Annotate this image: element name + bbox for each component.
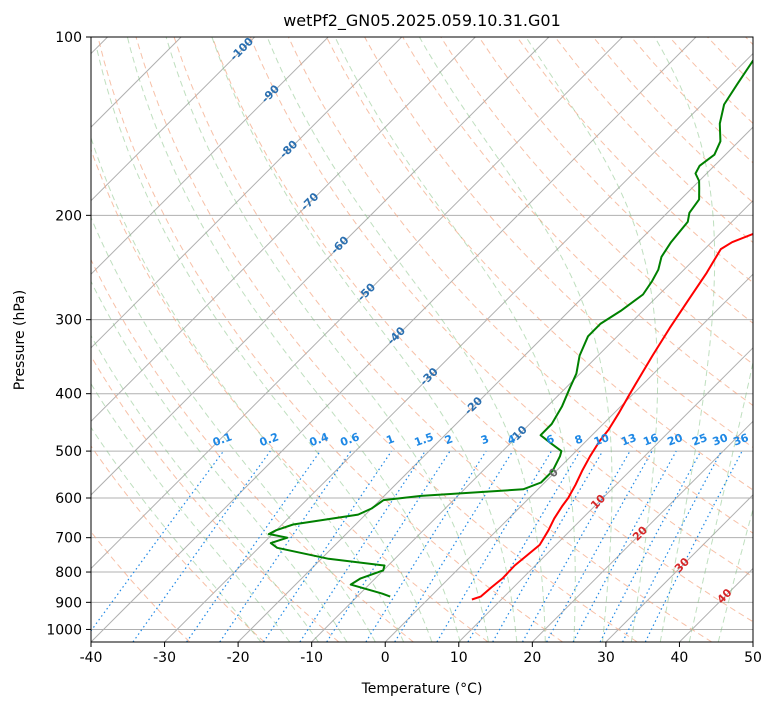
moist-adiabat-line <box>91 334 319 642</box>
mixing-ratio-label: 36 <box>731 431 750 449</box>
moist-adiabat-line <box>165 37 489 642</box>
moist-adiabat-line <box>688 360 753 642</box>
mixing-ratio-label: 6 <box>544 432 556 447</box>
moist-adiabat-line <box>717 507 753 642</box>
y-tick-label: 200 <box>55 208 82 224</box>
isotherm-line <box>91 37 697 642</box>
x-tick-label: -10 <box>300 650 323 666</box>
mixing-ratio-label: 1 <box>385 432 397 447</box>
mixing-ratio-line <box>299 450 426 642</box>
moist-adiabat-line <box>96 49 433 642</box>
moist-adiabat-line <box>211 37 518 642</box>
mixing-ratio-line <box>599 450 702 642</box>
moist-adiabat-line <box>126 37 461 642</box>
chart-title: wetPf2_GN05.2025.059.10.31.G01 <box>283 11 561 31</box>
y-tick-label: 700 <box>55 531 82 547</box>
isotherm-line <box>91 37 329 275</box>
moist-adiabat-line <box>91 216 376 642</box>
mixing-ratio-line <box>467 450 581 642</box>
y-tick-label: 1000 <box>46 622 82 638</box>
isotherm-line <box>605 494 753 642</box>
moist-adiabat-line <box>91 382 291 642</box>
mixing-ratio-label: 20 <box>666 431 685 449</box>
isotherm-line <box>91 37 256 202</box>
moist-adiabat-line <box>418 37 613 642</box>
isotherm-line <box>458 347 753 642</box>
mixing-ratio-line <box>186 450 321 642</box>
dry-adiabat-line <box>97 37 563 642</box>
x-tick-label: 40 <box>671 650 689 666</box>
dry-adiabat-line <box>326 37 753 491</box>
mixing-ratio-line <box>219 450 352 642</box>
x-tick-label: 0 <box>381 650 390 666</box>
moist-adiabat-line <box>334 37 576 642</box>
x-tick-label: -20 <box>227 650 250 666</box>
mixing-ratio-label: 0.2 <box>258 430 281 449</box>
mixing-ratio-label: 25 <box>690 431 709 448</box>
mixing-ratio-label: 16 <box>641 431 660 449</box>
axes: -40 -30 -20 -10 0 10 20 30 40 5010020030040050060… <box>46 30 762 666</box>
x-tick-label: -40 <box>80 650 103 666</box>
dry-adiabat-line <box>91 445 265 642</box>
mixing-ratio-label: 0.4 <box>308 430 331 449</box>
isotherm-line <box>91 37 550 496</box>
moist-adiabat-line <box>91 426 262 642</box>
plot-frame <box>90 36 754 643</box>
y-tick-label: 600 <box>55 491 82 507</box>
mixing-ratio-label: 4 <box>506 432 518 447</box>
isotherm-line <box>237 126 753 642</box>
moist-adiabat-line <box>525 37 659 642</box>
mixing-ratio-label: 0.1 <box>211 430 234 449</box>
isotherm-line <box>91 37 403 349</box>
moist-adiabat-line <box>266 37 546 642</box>
mixing-ratio-line <box>262 450 392 642</box>
mixing-ratio-line <box>132 450 271 642</box>
x-tick-label: 20 <box>523 650 541 666</box>
x-axis-label: Temperature (°C) <box>361 681 483 697</box>
isotherm-line <box>164 52 753 642</box>
isotherm-line <box>531 420 753 642</box>
mixing-ratio-label: 3 <box>479 432 491 447</box>
y-tick-label: 100 <box>55 30 82 46</box>
mixing-ratio-label: 0.6 <box>338 430 361 449</box>
mixing-ratio-line <box>572 450 677 642</box>
mixing-ratio-line <box>326 450 451 642</box>
moist-adiabat-line <box>91 280 348 642</box>
mixing-ratio-line <box>394 450 514 642</box>
dewpoint-profile <box>267 58 753 598</box>
mixing-ratio-label: 2 <box>443 432 455 447</box>
isotherm-line <box>91 37 623 570</box>
x-tick-label: -30 <box>153 650 176 666</box>
dry-adiabat-line <box>249 37 753 578</box>
mixing-ratio-line <box>436 450 553 642</box>
plot-area: -100-90-80-70-60-50-40-30-20-10010203040… <box>91 37 753 642</box>
y-tick-label: 300 <box>55 313 82 329</box>
x-tick-label: 10 <box>450 650 468 666</box>
y-axis-label: Pressure (hPa) <box>12 290 28 390</box>
y-tick-label: 500 <box>55 444 82 460</box>
dry-adiabat-line <box>173 37 713 642</box>
mixing-ratio-label: 8 <box>573 432 585 447</box>
x-tick-label: 30 <box>597 650 615 666</box>
y-tick-label: 800 <box>55 565 82 581</box>
x-tick-label: 50 <box>744 650 762 666</box>
isotherm-line <box>91 37 476 423</box>
dry-adiabat-line <box>91 258 414 642</box>
mixing-ratio-label: 10 <box>592 431 611 449</box>
y-tick-label: 400 <box>55 387 82 403</box>
mixing-ratio-label: 13 <box>619 431 638 448</box>
dry-adiabat-line <box>211 37 753 623</box>
y-tick-label: 900 <box>55 595 82 611</box>
moist-adiabat-line <box>91 136 405 642</box>
dry-adiabat-line <box>287 37 753 534</box>
moist-adiabat-line <box>654 37 716 642</box>
mixing-ratio-label: 1.5 <box>413 430 436 449</box>
isotherm-line <box>384 273 753 642</box>
mixing-ratio-line <box>365 450 487 642</box>
mixing-ratio-label: 30 <box>711 431 730 449</box>
temperature-profile <box>471 232 753 601</box>
